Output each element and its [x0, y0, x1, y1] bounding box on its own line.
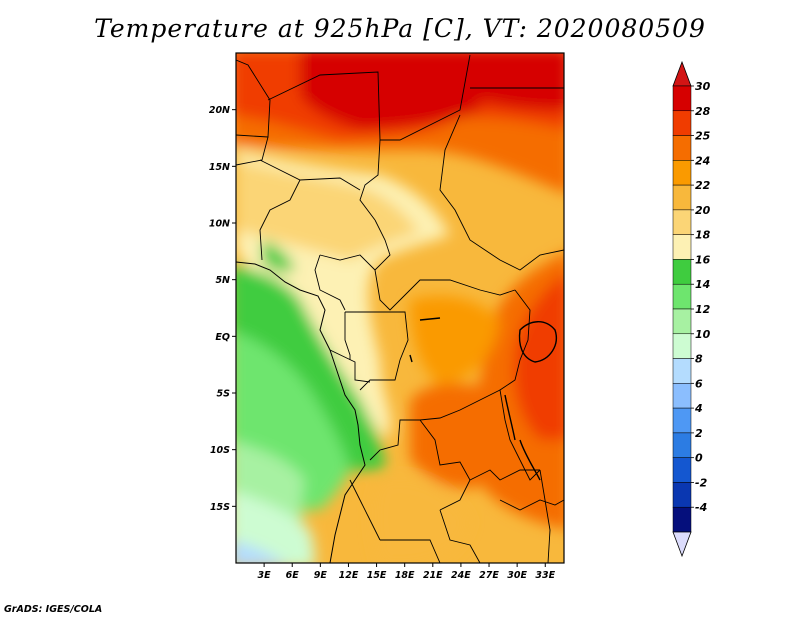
- lon-tick-label: 18E: [395, 570, 415, 581]
- lon-tick-label: 30E: [507, 570, 527, 581]
- colorbar-label: 22: [695, 179, 711, 192]
- colorbar-swatch: [672, 259, 692, 285]
- lat-tick-label: 5S: [217, 389, 231, 400]
- colorbar-label: 10: [695, 328, 711, 341]
- lat-tick-label: 10S: [210, 445, 230, 456]
- temperature-field: [236, 53, 564, 563]
- colorbar-label: -4: [695, 501, 707, 514]
- colorbar-label: -2: [695, 476, 708, 489]
- lon-tick-label: 21E: [423, 570, 443, 581]
- colorbar-swatch: [672, 407, 692, 434]
- colorbar-swatch: [672, 308, 692, 335]
- colorbar-label: 20: [695, 204, 711, 217]
- colorbar-label: 24: [695, 154, 710, 167]
- lon-tick-label: 27E: [479, 570, 499, 581]
- lon-tick-label: 6E: [286, 570, 300, 581]
- lon-tick-label: 3E: [258, 570, 272, 581]
- footer-credit: GrADS: IGES/COLA: [4, 604, 103, 615]
- colorbar-swatch: [672, 506, 692, 533]
- colorbar-swatch: [672, 432, 692, 458]
- colorbar-label: 18: [695, 229, 711, 242]
- lat-tick-label: 10N: [209, 219, 230, 230]
- colorbar-swatch: [672, 160, 692, 186]
- colorbar-top-arrow: [672, 60, 692, 87]
- colorbar-label: 4: [694, 402, 703, 415]
- colorbar-label: 0: [695, 452, 703, 465]
- lon-tick-label: 15E: [367, 570, 387, 581]
- colorbar-swatch: [672, 482, 692, 508]
- colorbar-label: 12: [695, 303, 711, 316]
- colorbar-swatch: [672, 457, 692, 483]
- colorbar-swatch: [672, 135, 692, 161]
- colorbar-swatch: [672, 283, 692, 310]
- colorbar-swatch: [672, 234, 692, 260]
- lat-tick-label: 15N: [209, 162, 230, 173]
- colorbar-label: 25: [695, 130, 711, 143]
- lon-tick-label: 12E: [339, 570, 359, 581]
- lat-tick-label: 20N: [209, 105, 230, 116]
- colorbar-swatch: [672, 333, 692, 359]
- colorbar-label: 2: [695, 427, 703, 440]
- lon-tick-label: 33E: [535, 570, 555, 581]
- lon-tick-label: 9E: [314, 570, 328, 581]
- colorbar-label: 8: [695, 353, 703, 366]
- colorbar-swatch: [672, 209, 692, 235]
- lon-tick-label: 24E: [451, 570, 471, 581]
- colorbar-label: 14: [695, 278, 710, 291]
- colorbar-swatch: [672, 184, 692, 211]
- colorbar-label: 16: [695, 253, 711, 266]
- coastline: [236, 261, 366, 563]
- colorbar-label: 6: [695, 377, 703, 390]
- lat-tick-label: 5N: [215, 275, 230, 286]
- colorbar-label: 28: [695, 105, 711, 118]
- lat-tick-label: EQ: [215, 332, 230, 343]
- lat-tick-label: 15S: [210, 502, 230, 513]
- colorbar-swatch: [672, 85, 692, 112]
- country-boundaries: [236, 54, 564, 563]
- chart-title: Temperature at 925hPa [C], VT: 202008050…: [94, 14, 706, 43]
- lakes: [409, 317, 557, 481]
- colorbar-label: 30: [695, 80, 711, 93]
- colorbar-swatch: [672, 110, 692, 136]
- map-frame: [235, 52, 565, 564]
- colorbar-swatch: [672, 358, 692, 384]
- colorbar-swatch: [672, 383, 692, 409]
- colorbar-bottom-arrow: [672, 531, 692, 558]
